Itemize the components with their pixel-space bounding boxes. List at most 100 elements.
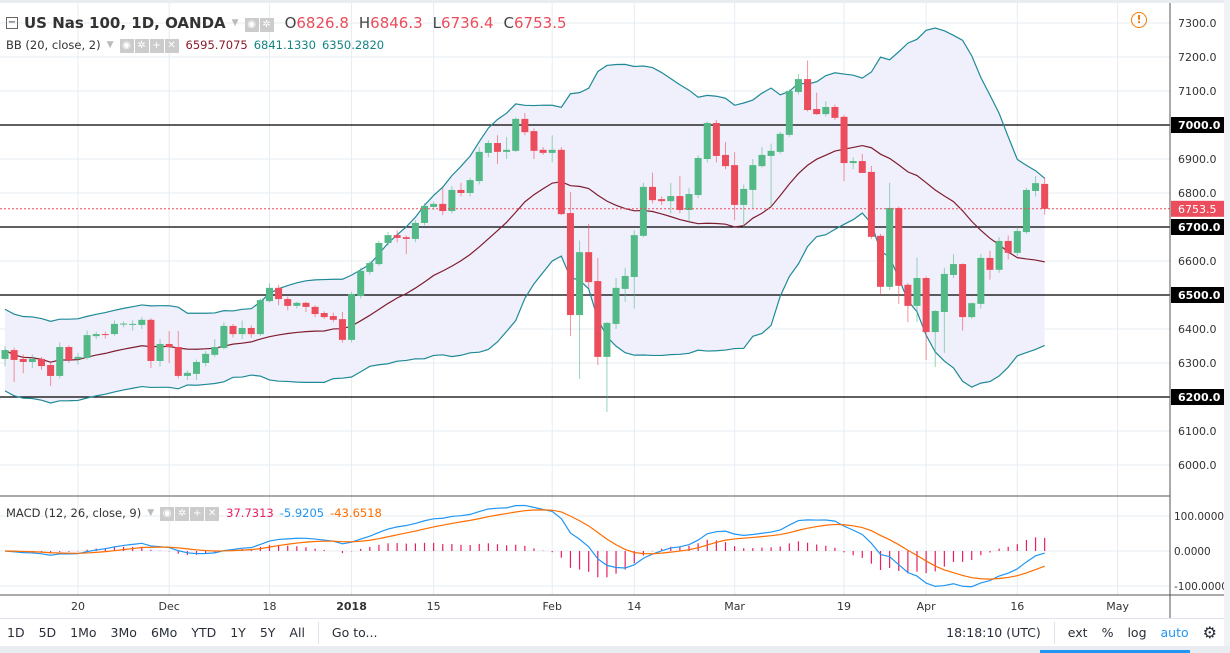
candle-up <box>211 347 219 355</box>
price-axis-label: 6100.0 <box>1178 425 1217 438</box>
eye-icon[interactable]: ◉ <box>160 507 175 521</box>
candle-up <box>110 323 118 335</box>
time-axis-label: 19 <box>837 600 851 613</box>
time-axis-label: 16 <box>1010 600 1024 613</box>
candle-down <box>10 350 18 360</box>
top-border <box>0 0 1230 3</box>
gear-icon[interactable]: ⚙ <box>1202 623 1217 642</box>
ohlc-close: C6753.5 <box>503 13 567 32</box>
gear-icon[interactable]: ✲ <box>175 507 190 521</box>
price-axis-label-highlighted: 6700.0 <box>1178 221 1221 234</box>
range-5y[interactable]: 5Y <box>259 625 276 640</box>
candle-down <box>37 358 45 367</box>
candle-down <box>47 365 55 376</box>
eye-icon[interactable]: ◉ <box>119 39 134 53</box>
bollinger-fill <box>5 28 1045 403</box>
macd-line <box>4 504 1045 588</box>
candle-up <box>621 275 629 289</box>
candle-down <box>174 347 182 376</box>
candle-down <box>831 106 839 118</box>
candle-up <box>977 257 985 304</box>
gear-icon[interactable]: ✲ <box>259 18 274 32</box>
auto-toggle[interactable]: auto <box>1160 625 1189 640</box>
time-axis-label: Feb <box>542 600 561 613</box>
chart-canvas[interactable]: 7300.0 7200.0 7100.0 7000.0 6900.0 6800.0 6700… <box>0 0 1230 618</box>
clock[interactable]: 18:18:10 (UTC) <box>946 625 1041 640</box>
candle-up <box>630 235 638 277</box>
candle-down <box>840 116 848 164</box>
close-icon[interactable]: ✕ <box>205 507 220 521</box>
symbol-title[interactable]: US Nas 100, 1D, OANDA <box>24 13 226 32</box>
close-icon[interactable]: ✕ <box>164 39 179 53</box>
chevron-down-icon[interactable]: ▼ <box>231 17 239 28</box>
candle-up <box>740 188 748 205</box>
ext-toggle[interactable]: ext <box>1067 625 1088 640</box>
bb-label[interactable]: BB (20, close, 2) <box>6 38 101 52</box>
candle-up <box>1022 189 1030 233</box>
log-toggle[interactable]: log <box>1127 625 1147 640</box>
chevron-down-icon[interactable]: ▼ <box>147 508 155 518</box>
candle-up <box>375 242 383 265</box>
price-axis-label: 6400.0 <box>1178 323 1217 336</box>
range-3mo[interactable]: 3Mo <box>110 625 137 640</box>
candle-down <box>877 235 885 287</box>
macd-pane <box>0 495 1230 588</box>
candle-up <box>83 335 91 358</box>
price-axis-label: 6600.0 <box>1178 255 1217 268</box>
candle-down <box>530 131 538 151</box>
candle-up <box>694 157 702 196</box>
candle-up <box>667 196 675 202</box>
scroll-indicator[interactable] <box>1040 650 1190 653</box>
candle-down <box>101 334 109 336</box>
range-1y[interactable]: 1Y <box>230 625 246 640</box>
time-axis-label: 20 <box>71 600 85 613</box>
candle-down <box>147 319 155 361</box>
macd-signal-line <box>4 509 1045 580</box>
candle-down <box>19 358 27 362</box>
range-5d[interactable]: 5D <box>38 625 57 640</box>
candle-down <box>804 79 812 111</box>
price-axis-label: 7300.0 <box>1178 17 1217 30</box>
price-axis-label: 6000.0 <box>1178 459 1217 472</box>
alert-circle-icon[interactable]: ! <box>1131 12 1147 28</box>
candle-up <box>968 303 976 318</box>
candle-down <box>658 199 666 202</box>
bb-upper-value: 6841.1330 <box>253 38 316 52</box>
price-label-bg <box>1171 219 1224 235</box>
candle-down <box>585 252 593 283</box>
axes: 7300.0 7200.0 7100.0 7000.0 6900.0 6800.0 6700… <box>0 3 1230 618</box>
bb-legend: BB (20, close, 2) ▼ ◉ ✲ + ✕ 6595.7075 6841.… <box>6 37 384 53</box>
ohlc-high: H6846.3 <box>358 13 423 32</box>
plus-icon[interactable]: + <box>149 39 164 53</box>
candle-up <box>202 353 210 363</box>
price-axis-label: 6800.0 <box>1178 187 1217 200</box>
candle-down <box>338 319 346 340</box>
range-6mo[interactable]: 6Mo <box>150 625 178 640</box>
candle-up <box>430 203 438 207</box>
eye-icon[interactable]: ◉ <box>244 18 259 32</box>
plus-icon[interactable]: + <box>190 507 205 521</box>
candle-up <box>849 161 857 164</box>
candle-down <box>229 325 237 335</box>
chevron-down-icon[interactable]: ▼ <box>106 40 114 50</box>
macd-value: -5.9205 <box>279 506 325 520</box>
goto-button[interactable]: Go to... <box>331 625 378 640</box>
candle-up <box>256 300 264 335</box>
range-1d[interactable]: 1D <box>7 625 25 640</box>
candle-down <box>275 287 283 300</box>
minus-square-icon[interactable]: − <box>6 16 18 29</box>
macd-label[interactable]: MACD (12, 26, close, 9) <box>6 506 142 520</box>
range-1mo[interactable]: 1Mo <box>70 625 97 640</box>
candle-up <box>348 293 356 340</box>
gear-icon[interactable]: ✲ <box>134 39 149 53</box>
range-all[interactable]: All <box>289 625 305 640</box>
candle-down <box>1041 183 1049 209</box>
bb-lower-value: 6350.2820 <box>321 38 385 52</box>
candle-up <box>703 122 711 159</box>
candle-up <box>1 350 9 359</box>
time-axis-label: 14 <box>627 600 641 613</box>
candles <box>0 60 1170 412</box>
range-ytd[interactable]: YTD <box>191 625 217 640</box>
percent-toggle[interactable]: % <box>1101 625 1114 640</box>
candle-up <box>484 143 492 153</box>
